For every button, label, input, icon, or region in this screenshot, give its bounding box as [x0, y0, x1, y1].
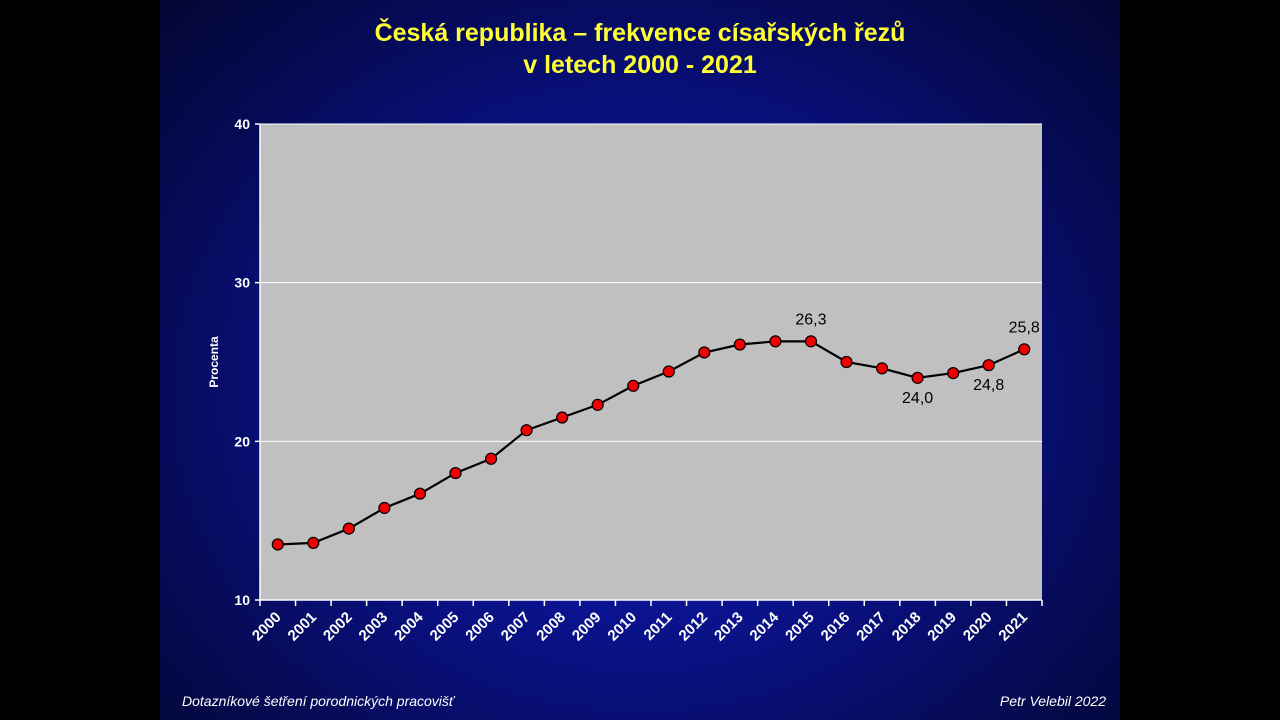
data-point: [1018, 343, 1031, 356]
data-point: [804, 335, 818, 348]
x-tick-label: 2001: [285, 609, 321, 645]
data-point: [769, 335, 782, 348]
x-tick-label: 2008: [533, 609, 569, 645]
data-point: [484, 452, 498, 465]
data-point: [982, 359, 995, 372]
x-tick-label: 2011: [641, 609, 676, 644]
x-tick-label: 2018: [889, 609, 925, 645]
data-point: [591, 398, 604, 411]
x-tick-label: 2010: [604, 609, 640, 645]
x-tick-label: 2002: [320, 609, 356, 645]
chart-title-line2: v letech 2000 - 2021: [523, 51, 757, 79]
data-label: 25,8: [1009, 319, 1040, 336]
x-tick-label: 2021: [995, 609, 1031, 645]
x-tick-label: 2003: [356, 609, 392, 645]
data-point: [733, 338, 746, 351]
footer-author: Petr Velebil 2022: [999, 693, 1106, 709]
data-point: [449, 466, 462, 480]
x-tick-label: 2013: [711, 609, 747, 645]
series-line: [277, 340, 1025, 546]
data-point: [911, 371, 924, 384]
data-point: [947, 367, 960, 380]
data-point: [698, 346, 711, 359]
data-point: [271, 538, 284, 551]
x-tick-label: 2015: [782, 609, 818, 645]
data-point: [307, 536, 320, 549]
plot-area: [260, 124, 1042, 600]
chart-title-line1: Česká republika – frekvence císařských ř…: [374, 19, 906, 47]
x-tick-label: 2006: [462, 609, 498, 645]
x-tick-label: 2005: [427, 609, 463, 645]
x-tick-label: 2007: [498, 609, 534, 645]
data-point: [840, 355, 853, 369]
x-tick-label: 2012: [676, 609, 712, 645]
data-point: [662, 365, 675, 378]
data-point: [378, 501, 391, 515]
data-point: [875, 362, 889, 375]
y-tick-label: 40: [234, 116, 250, 132]
y-tick-label: 30: [234, 275, 250, 291]
x-tick-label: 2016: [818, 609, 854, 645]
y-tick-label: 20: [234, 433, 250, 449]
data-label: 24,8: [973, 377, 1004, 394]
data-label: 26,3: [795, 311, 826, 328]
footer-source: Dotazníkové šetření porodnických pracovi…: [182, 693, 454, 709]
x-tick-label: 2009: [569, 609, 605, 645]
x-tick-label: 2017: [853, 609, 889, 645]
data-point: [342, 522, 355, 535]
data-point: [413, 487, 427, 500]
x-tick-label: 2020: [960, 609, 996, 645]
y-axis-title: Procenta: [207, 336, 221, 388]
data-point: [627, 379, 640, 392]
data-point: [556, 411, 569, 424]
x-tick-label: 2014: [747, 608, 783, 644]
data-point: [520, 424, 533, 437]
x-tick-label: 2019: [924, 609, 960, 645]
x-tick-label: 2000: [249, 609, 285, 645]
y-tick-label: 10: [234, 592, 250, 608]
data-label: 24,0: [902, 390, 933, 407]
x-tick-label: 2004: [391, 608, 427, 644]
